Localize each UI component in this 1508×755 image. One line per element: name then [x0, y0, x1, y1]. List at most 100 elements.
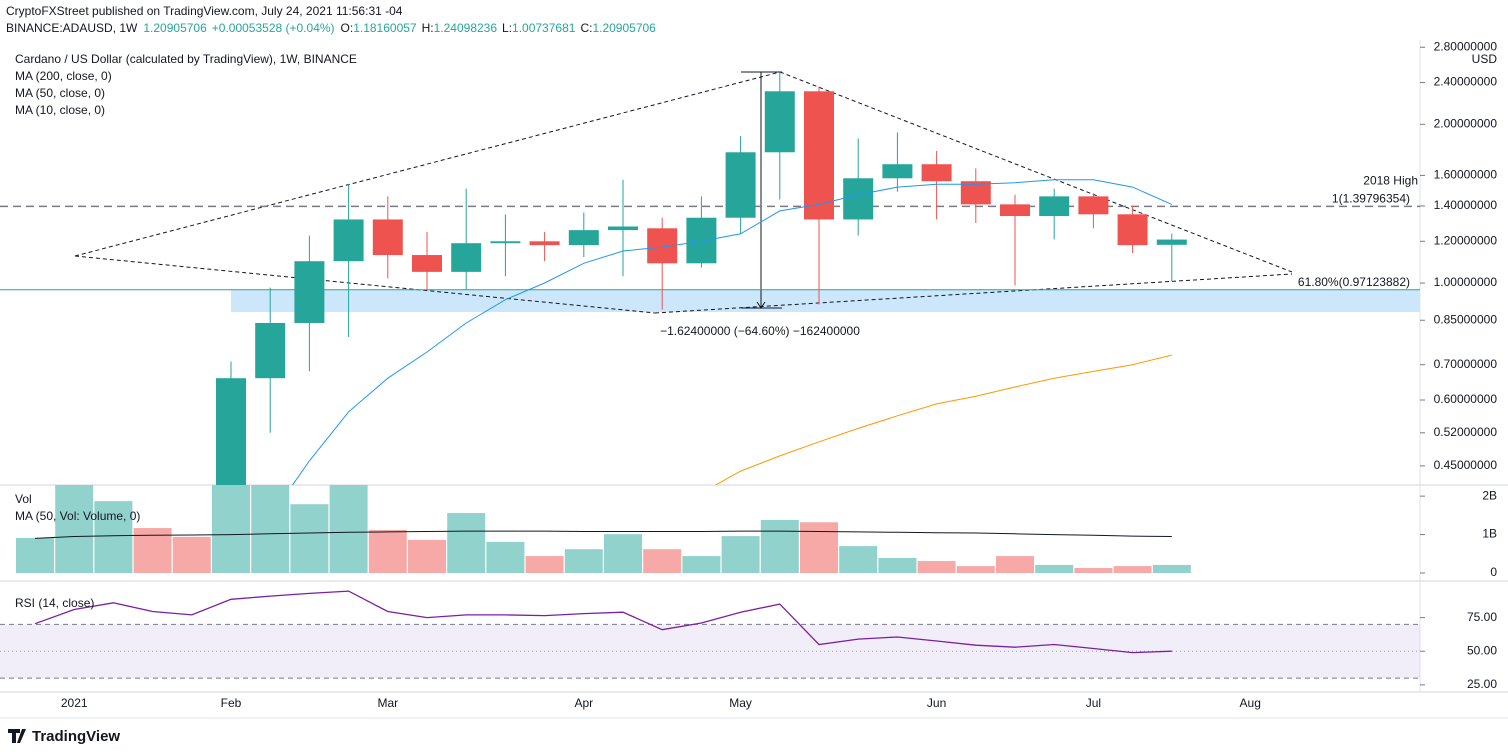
publisher-line: CryptoFXStreet published on TradingView.… — [6, 4, 403, 18]
high-value: 1.24098236 — [434, 21, 498, 35]
high-label: H: — [422, 21, 434, 35]
volume-bar — [1113, 566, 1152, 574]
volume-bar — [839, 546, 878, 574]
volume-pane — [16, 485, 1191, 574]
y-tick-label: 1.60000000 — [1434, 168, 1498, 182]
candle-body — [333, 219, 364, 262]
volume-bar — [94, 501, 133, 574]
x-tick-label: May — [729, 696, 752, 710]
candle-body — [255, 322, 286, 379]
volume-bar — [996, 556, 1034, 574]
open-value: 1.18160057 — [353, 21, 417, 35]
x-tick-label: Aug — [1240, 696, 1261, 710]
level-label: 2018 High — [1363, 173, 1418, 187]
volume-bar — [564, 549, 603, 574]
candle-body — [1156, 239, 1187, 245]
candle-body — [412, 255, 442, 272]
trend-line — [779, 71, 1293, 273]
candle-body — [1000, 204, 1030, 217]
y-tick-label: 1.00000000 — [1434, 275, 1498, 289]
volume-bar — [329, 485, 368, 574]
brand: TradingView — [32, 728, 120, 745]
candle-body — [568, 230, 599, 246]
candle-body — [686, 217, 717, 264]
pane-title: Vol — [15, 492, 32, 506]
volume-bar — [212, 485, 250, 574]
y-tick-label: 2B — [1482, 488, 1497, 502]
volume-bar — [800, 522, 838, 574]
measure-label: −1.62400000 (−64.60%) −162400000 — [660, 324, 860, 338]
legend-entry: MA (10, close, 0) — [15, 103, 105, 117]
x-tick-label: Apr — [574, 696, 593, 710]
x-tick-label: Mar — [377, 696, 398, 710]
low-value: 1.00737681 — [512, 21, 576, 35]
candle-body — [804, 91, 834, 220]
volume-bar — [290, 504, 329, 574]
y-tick-label: 0.52000000 — [1434, 425, 1498, 439]
volume-bar — [643, 549, 682, 574]
y-tick-label: 0.85000000 — [1434, 312, 1498, 326]
y-tick-label: 1.40000000 — [1434, 198, 1498, 212]
legend-entry: RSI (14, close) — [15, 596, 94, 610]
y-tick-label: 50.00 — [1467, 643, 1497, 657]
symbol: BINANCE:ADAUSD, 1W — [6, 21, 138, 35]
trend-line — [74, 71, 781, 257]
volume-bar — [917, 561, 956, 574]
volume-bar — [172, 536, 211, 574]
candle-body — [1039, 196, 1070, 217]
candle-body — [921, 164, 952, 182]
volume-bar — [55, 485, 94, 574]
y-tick-label: 0.45000000 — [1434, 458, 1498, 472]
trend-line — [74, 255, 656, 314]
volume-bar — [1035, 564, 1074, 574]
price-change: +0.00053528 (+0.04%) — [212, 21, 335, 35]
logo-icon — [8, 729, 26, 743]
volume-bar — [682, 556, 721, 574]
candle-body — [1117, 214, 1148, 246]
candle-body — [764, 91, 795, 153]
series-line — [34, 590, 1172, 654]
candle-body — [960, 181, 991, 205]
last-price: 1.20905706 — [143, 21, 207, 35]
legend-entry: MA (200, close, 0) — [15, 69, 112, 83]
candle-body — [608, 226, 638, 231]
tradingview-logo: TradingView — [8, 728, 120, 745]
volume-bar — [604, 534, 642, 574]
x-tick-label: Jul — [1086, 696, 1101, 710]
level-tag: 61.80%(0.97123882) — [1298, 275, 1410, 289]
level-tag: 1(1.39796354) — [1332, 191, 1410, 205]
y-tick-label: 0.60000000 — [1434, 392, 1498, 406]
volume-bar — [408, 539, 446, 574]
volume-bar — [956, 566, 995, 574]
legend-entry: MA (50, close, 0) — [15, 86, 105, 100]
open-label: O: — [341, 21, 354, 35]
y-tick-label: 75.00 — [1467, 610, 1497, 624]
volume-bar — [447, 513, 486, 574]
legend-entry: MA (50, Vol: Volume, 0) — [15, 509, 140, 523]
volume-bar — [16, 538, 54, 574]
volume-bar — [878, 558, 917, 574]
volume-bar — [1152, 564, 1191, 574]
pane-title: Cardano / US Dollar (calculated by Tradi… — [15, 52, 357, 66]
candle-body — [1078, 196, 1109, 215]
price-pane — [0, 72, 1420, 485]
low-label: L: — [502, 21, 512, 35]
close-value: 1.20905706 — [592, 21, 656, 35]
rsi-pane — [0, 590, 1420, 679]
candle-body — [372, 219, 403, 256]
measure-arrow — [756, 301, 766, 309]
series-line — [291, 179, 1173, 485]
candle-body — [725, 152, 756, 218]
rsi-band — [0, 624, 1420, 679]
x-tick-label: Feb — [221, 696, 242, 710]
volume-bar — [721, 536, 760, 574]
candle-body — [882, 164, 913, 179]
close-label: C: — [580, 21, 592, 35]
candle-body — [216, 378, 246, 485]
y-tick-label: 0 — [1490, 565, 1497, 579]
y-unit: USD — [1472, 52, 1498, 66]
x-tick-label: Jun — [927, 696, 946, 710]
